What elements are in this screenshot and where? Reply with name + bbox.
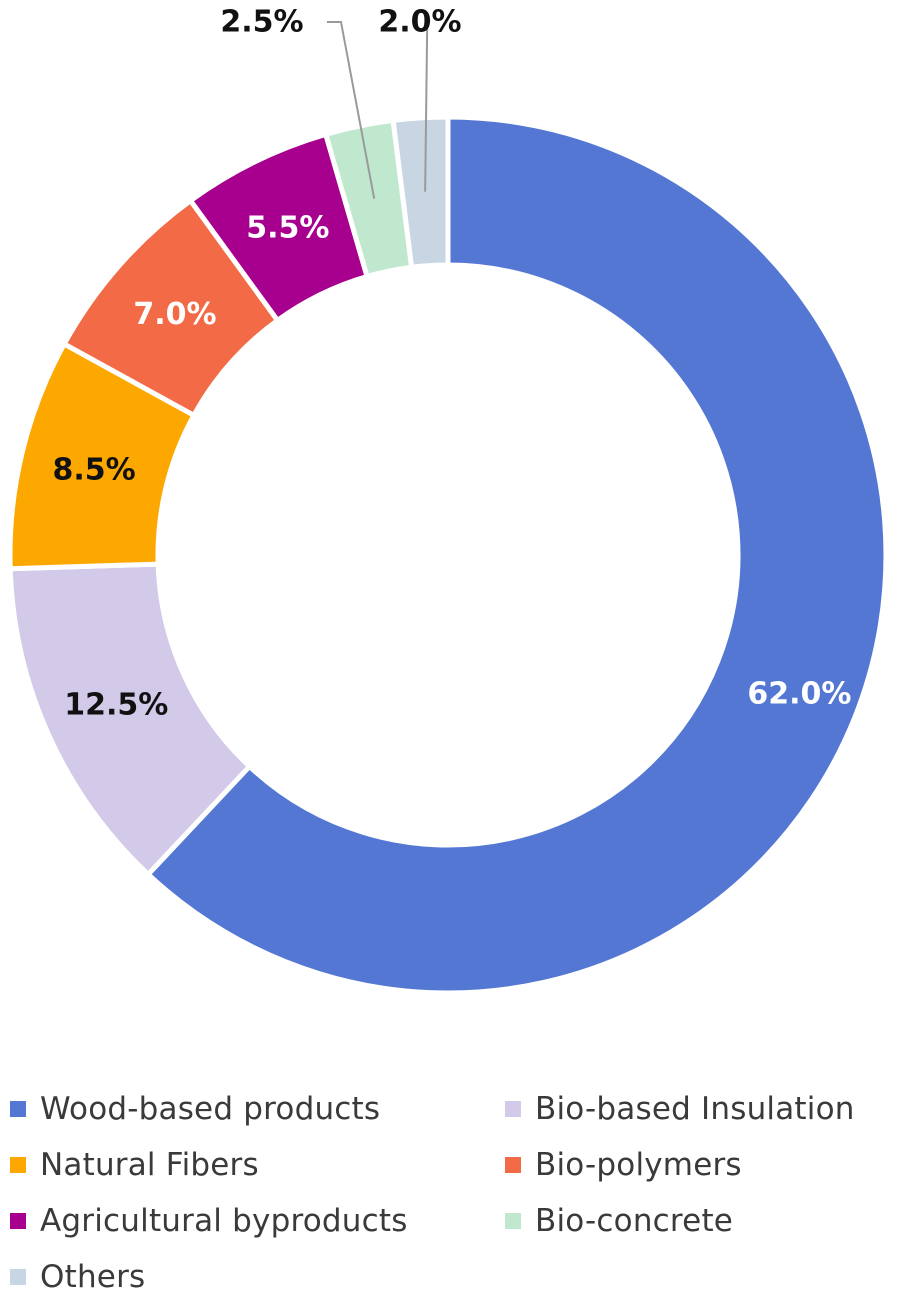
legend-swatch — [505, 1101, 521, 1117]
legend-label: Bio-based Insulation — [535, 1091, 855, 1127]
leader-line-others — [424, 28, 429, 192]
chart-legend: Wood-based products Bio-based Insulation N… — [0, 1083, 902, 1297]
data-label-bio-polymers: 7.0% — [133, 297, 216, 332]
data-label-natural-fibers: 8.5% — [52, 453, 135, 488]
data-label-agricultural-byproducts: 5.5% — [246, 211, 329, 246]
donut-chart: 62.0% 12.5% 8.5% 7.0% 5.5% 2.5% 2.0% — [10, 4, 889, 996]
legend-swatch — [10, 1213, 26, 1229]
leader-line-bio-concrete — [327, 21, 376, 199]
legend-label: Bio-polymers — [535, 1147, 742, 1183]
legend-item-bio-concrete: Bio-concrete — [505, 1201, 733, 1241]
legend-item-bio-based-insulation: Bio-based Insulation — [505, 1089, 855, 1129]
legend-label: Others — [40, 1259, 146, 1295]
data-label-bio-concrete: 2.5% — [220, 5, 303, 40]
slice-wood-based-products — [144, 114, 889, 996]
legend-item-natural-fibers: Natural Fibers — [10, 1145, 259, 1185]
slice-others — [390, 114, 451, 271]
legend-label: Agricultural byproducts — [40, 1203, 408, 1239]
legend-item-others: Others — [10, 1257, 145, 1297]
legend-label: Natural Fibers — [40, 1147, 259, 1183]
legend-label: Bio-concrete — [535, 1203, 734, 1239]
legend-swatch — [10, 1101, 26, 1117]
legend-swatch — [10, 1269, 26, 1285]
data-label-others: 2.0% — [378, 5, 461, 40]
legend-swatch — [505, 1157, 521, 1173]
legend-swatch — [505, 1213, 521, 1229]
legend-item-agricultural-byproducts: Agricultural byproducts — [10, 1201, 408, 1241]
data-label-bio-based-insulation: 12.5% — [64, 687, 168, 722]
data-label-wood-based-products: 62.0% — [747, 677, 851, 712]
legend-label: Wood-based products — [40, 1091, 381, 1127]
legend-item-bio-polymers: Bio-polymers — [505, 1145, 742, 1185]
legend-item-wood-based-products: Wood-based products — [10, 1089, 380, 1129]
legend-swatch — [10, 1157, 26, 1173]
